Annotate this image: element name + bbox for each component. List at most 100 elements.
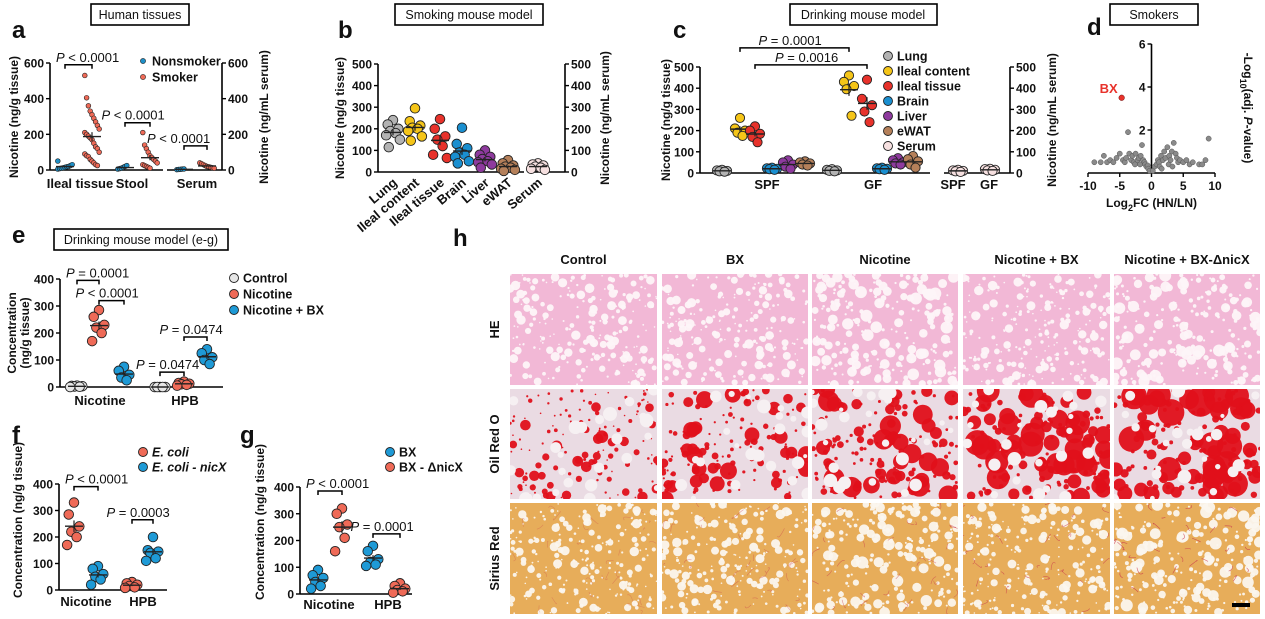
vacuole [512,337,515,340]
micrograph [963,389,1110,499]
data-point [96,126,102,132]
vacuole [1081,546,1084,549]
vacuole [522,361,531,369]
vacuole [1222,356,1229,363]
vacuole [695,299,700,304]
vacuole [1240,599,1243,602]
vacuole [727,276,731,280]
collagen-fiber [588,591,594,598]
droplet [836,441,844,449]
vacuole [976,602,980,606]
significance-bracket [98,299,125,305]
vacuole [572,343,575,346]
vacuole [1064,288,1068,293]
vacuole [1002,311,1007,317]
title-box-e: Drinking mouse model (e-g) [53,228,229,251]
droplet [815,477,819,481]
y-tick-label: 300 [352,101,372,115]
data-group [838,70,860,121]
p-italic: P [160,322,169,337]
vacuole [510,274,512,276]
vacuole [1122,531,1133,541]
vacuole [719,549,727,557]
vacuole [1006,544,1009,548]
vacuole [1159,379,1163,382]
droplet [670,455,674,458]
droplet [963,406,969,417]
vacuole [542,514,545,518]
vacuole [1252,319,1260,331]
droplet [773,487,777,491]
y2-tick-label: 200 [1016,124,1036,138]
vacuole [1047,345,1050,347]
droplet [783,393,793,404]
collagen-fiber [895,573,901,580]
collagen-fiber [640,609,643,614]
vacuole [921,515,928,522]
vacuole [1127,572,1133,579]
vacuole [600,313,609,321]
droplet [547,392,551,395]
vacuole [539,335,542,338]
droplet [820,488,828,495]
p-value-label: P < 0.0001 [306,476,369,491]
data-group [140,531,164,567]
droplet [1212,415,1220,423]
vacuole [765,579,768,582]
droplet [725,420,728,424]
p-rest: < 0.0001 [110,108,165,123]
data-point [1164,144,1171,151]
vacuole [827,609,835,614]
vacuole [1256,350,1260,354]
vacuole [609,538,612,541]
legend-item: Ileal tissue [883,80,961,94]
data-point [769,164,780,175]
vacuole [1072,339,1078,345]
vacuole [682,542,685,545]
vacuole [1039,294,1044,298]
vacuole [989,299,998,308]
vacuole [651,365,657,371]
vacuole [580,539,585,544]
category-label: GF [864,177,882,192]
vacuole [522,372,529,380]
vacuole [1012,503,1015,506]
vacuole [1202,503,1209,510]
vacuole [745,570,748,572]
vacuole [667,324,671,328]
droplet [628,418,633,423]
data-point [498,165,510,177]
vacuole [1050,362,1054,366]
vacuole [978,606,982,610]
droplet [546,481,554,489]
vacuole [599,511,606,518]
vacuole [1014,551,1016,553]
vacuole [663,565,666,568]
droplet [1076,389,1092,400]
vacuole [970,536,972,539]
vacuole [868,518,873,523]
vacuole [624,528,627,531]
vacuole [1151,584,1155,587]
vacuole [674,578,680,583]
vacuole [1133,573,1136,576]
vacuole [1233,380,1239,385]
vacuole [601,576,604,579]
droplet [1251,465,1260,479]
vacuole [711,577,715,581]
vacuole [701,346,704,349]
vacuole [1002,520,1004,523]
collagen-fiber [1117,541,1124,548]
droplet [767,401,781,416]
vacuole [1022,295,1025,298]
vacuole [906,294,914,302]
data-group [427,113,453,164]
vacuole [540,538,545,543]
lumen [1034,399,1048,413]
vacuole [1090,374,1095,379]
vacuole [732,315,736,319]
droplet [541,442,544,445]
vacuole [1226,544,1235,553]
vacuole [816,274,824,280]
droplet [869,462,873,466]
